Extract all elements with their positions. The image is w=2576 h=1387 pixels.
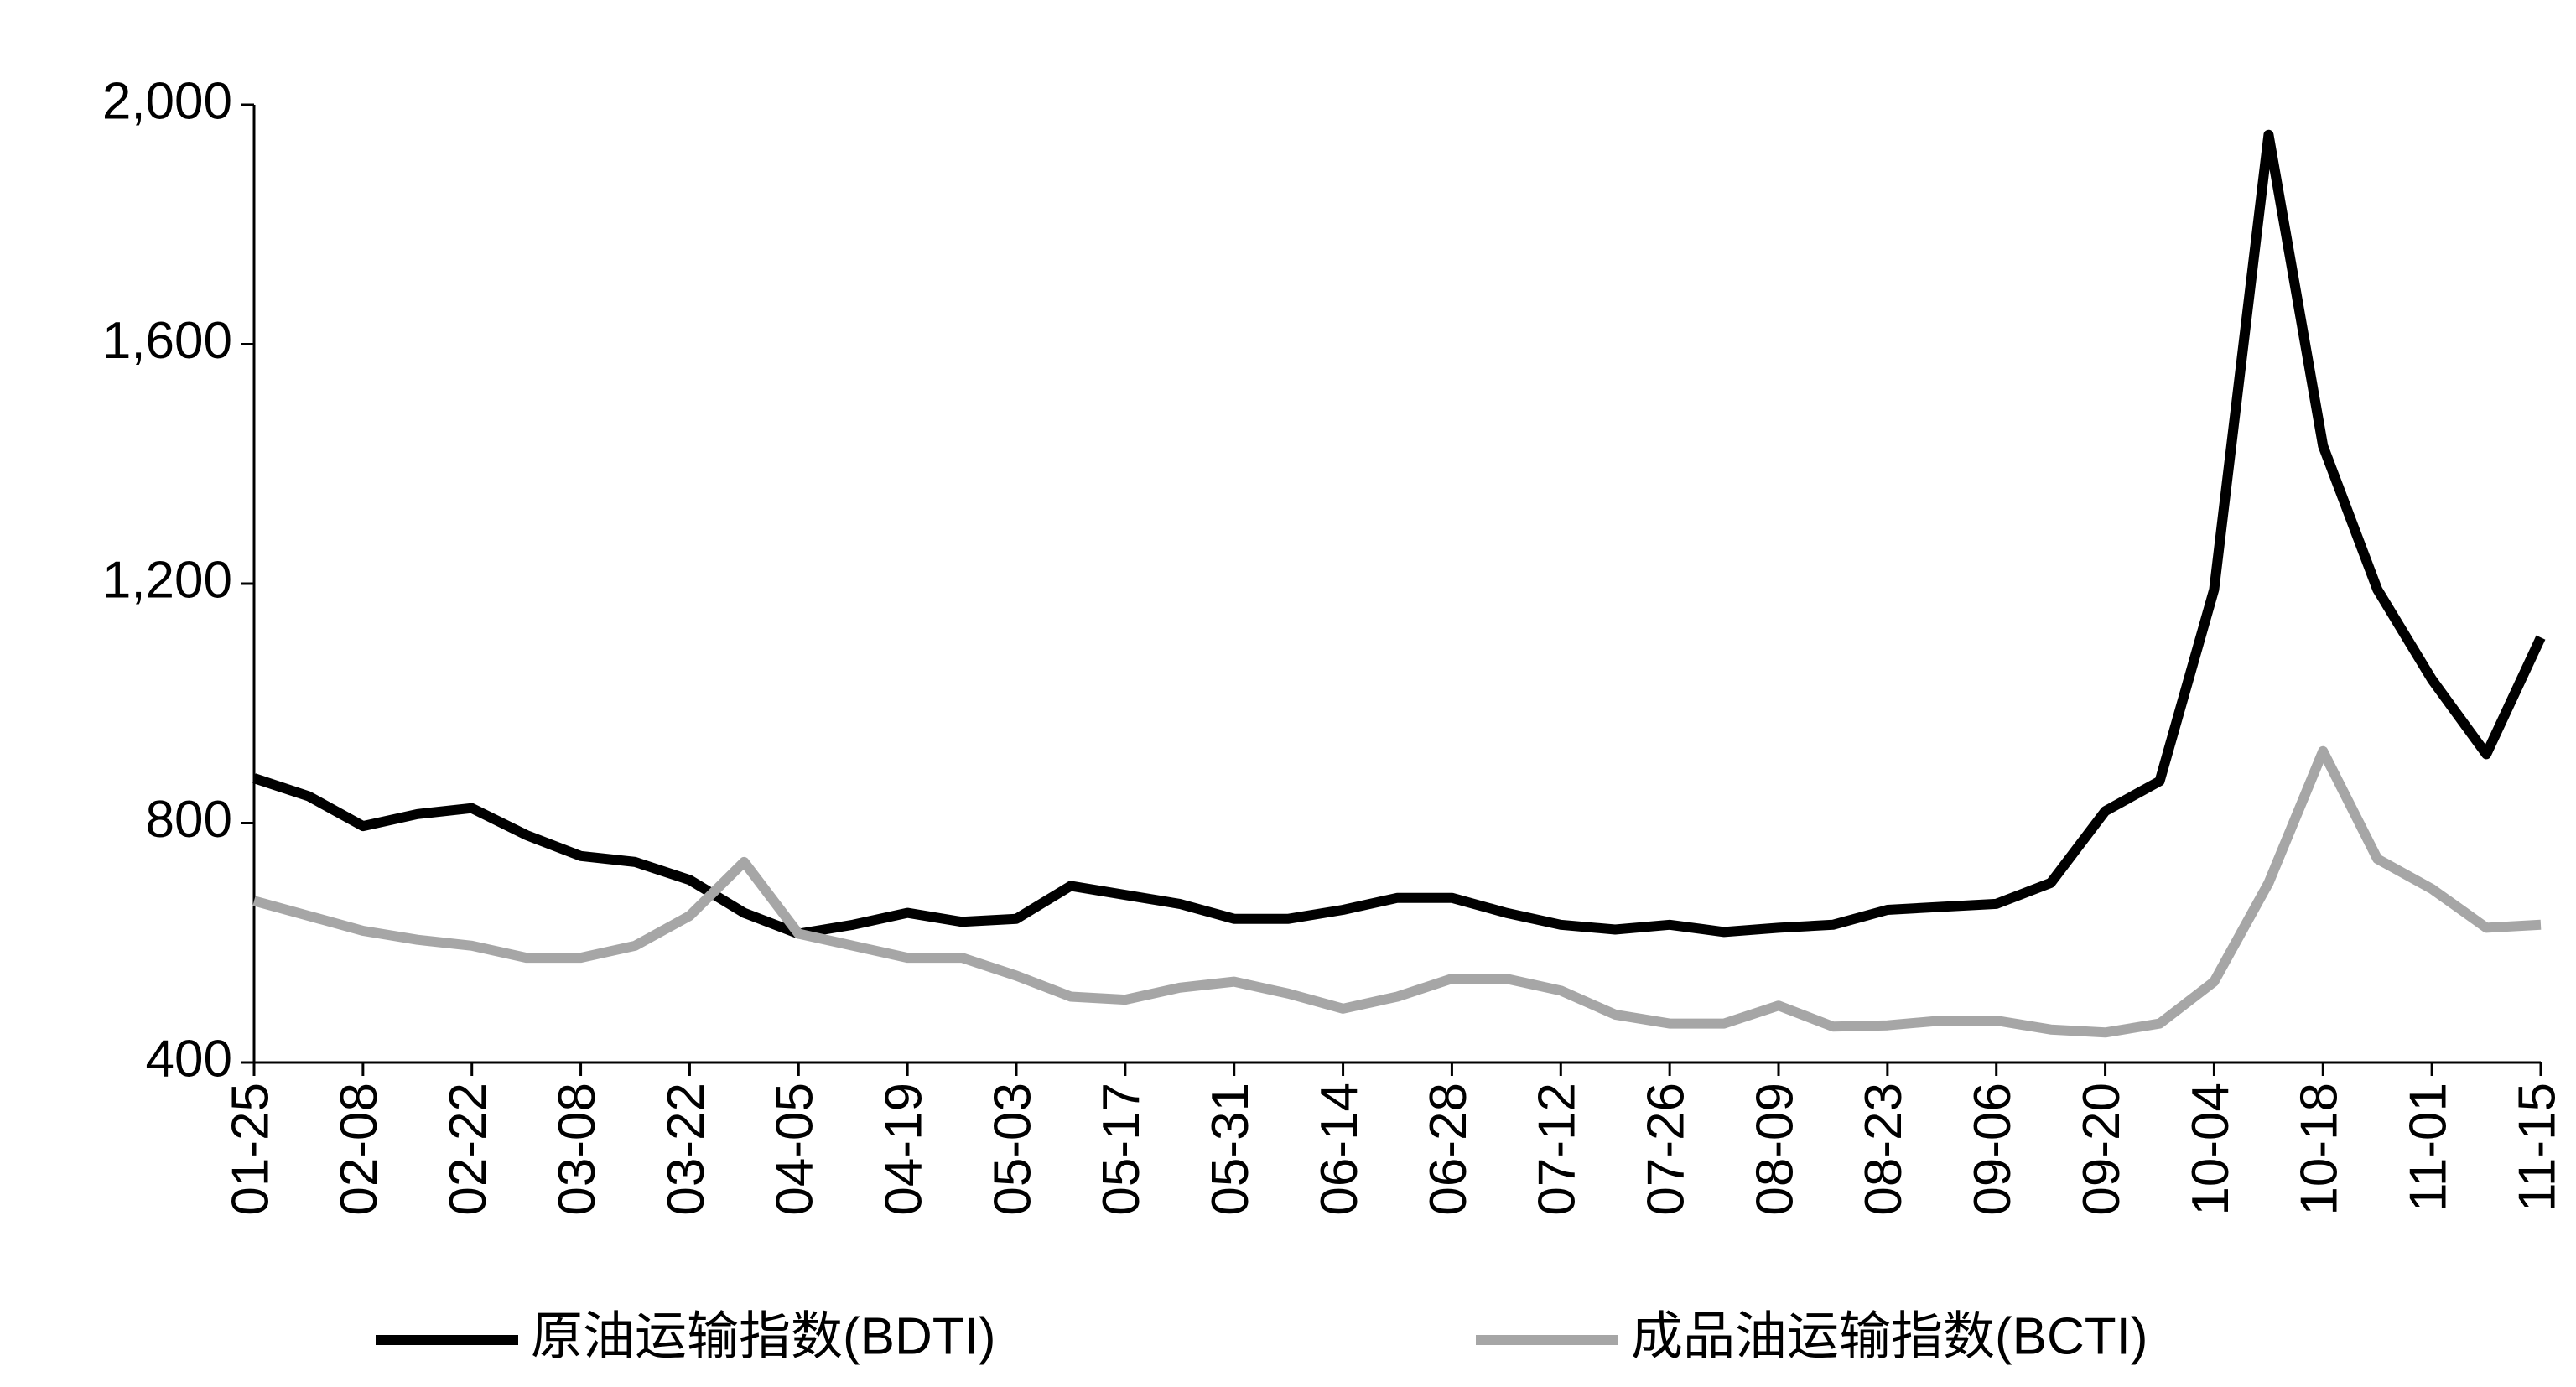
series-line <box>252 129 2546 939</box>
x-tick-label: 10-18 <box>2291 1083 2349 1216</box>
x-tick-label: 09-20 <box>2073 1083 2131 1216</box>
x-tick-label: 09-06 <box>1964 1083 2022 1216</box>
x-tick-label: 07-12 <box>1529 1083 1587 1216</box>
x-tick-label: 02-08 <box>330 1083 388 1216</box>
x-tick-label: 04-19 <box>875 1083 933 1216</box>
x-tick-label: 05-03 <box>984 1083 1041 1216</box>
x-tick-label: 11-15 <box>2508 1083 2566 1212</box>
y-tick-label: 2,000 <box>102 72 232 130</box>
x-tick-label: 10-04 <box>2182 1083 2240 1216</box>
y-tick-label: 1,600 <box>102 312 232 370</box>
series-line <box>252 745 2542 1038</box>
y-tick-label: 1,200 <box>102 551 232 609</box>
x-tick-label: 01-25 <box>221 1083 279 1216</box>
x-tick-label: 05-31 <box>1202 1083 1259 1216</box>
x-tick-label: 08-09 <box>1746 1083 1804 1216</box>
x-tick-label: 11-01 <box>2400 1083 2458 1212</box>
legend-label: 原油运输指数(BDTI) <box>531 1307 996 1365</box>
y-tick-label: 800 <box>146 791 232 849</box>
x-tick-label: 06-28 <box>1420 1083 1478 1216</box>
x-tick-label: 07-26 <box>1638 1083 1696 1216</box>
x-tick-label: 06-14 <box>1311 1083 1368 1216</box>
x-tick-label: 05-17 <box>1093 1083 1150 1216</box>
x-tick-label: 03-22 <box>657 1083 715 1216</box>
y-tick-label: 400 <box>146 1030 232 1088</box>
x-tick-label: 03-08 <box>548 1083 606 1216</box>
x-tick-label: 08-23 <box>1855 1083 1913 1216</box>
x-tick-label: 02-22 <box>439 1083 497 1216</box>
legend-label: 成品油运输指数(BCTI) <box>1631 1307 2148 1365</box>
x-tick-label: 04-05 <box>766 1083 824 1216</box>
